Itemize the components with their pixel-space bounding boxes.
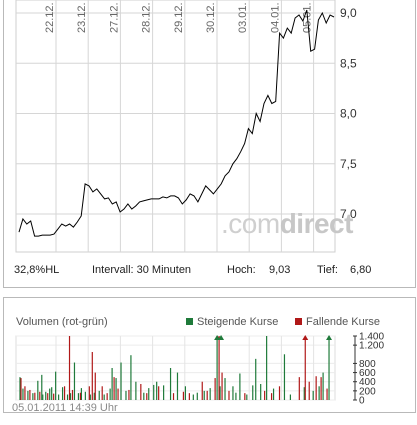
legend-falling-label: Fallende Kurse (306, 316, 380, 328)
legend-falling: Fallende Kurse (295, 316, 380, 328)
volume-ytick-label: 1.400 (359, 332, 384, 343)
footer-timestamp: 05.01.2011 14:39 Uhr (12, 402, 118, 414)
price-xtick-label: 22.12. (44, 2, 56, 33)
interval-label: Intervall: 30 Minuten (92, 264, 192, 276)
price-xtick-label: 27.12. (108, 2, 120, 33)
volume-overflow-marker (302, 335, 309, 340)
price-xtick-label: 04.01. (269, 2, 281, 33)
volume-ytick-label: 600 (359, 368, 376, 379)
volume-ytick-label: 200 (359, 386, 376, 397)
price-xtick-label: 29.12. (173, 2, 185, 33)
price-xtick-label: 23.12. (76, 2, 88, 33)
volume-ytick-label: 400 (359, 377, 376, 388)
price-ytick-label: 8,0 (340, 107, 357, 121)
legend-rising-label: Steigende Kurse (197, 316, 279, 328)
price-ytick-label: 9,0 (340, 6, 357, 20)
range-percent: 32,8%HL (14, 264, 60, 276)
volume-title: Volumen (rot-grün) (16, 316, 108, 328)
price-series-line (18, 9, 335, 237)
volume-ytick-label: 1.200 (359, 341, 384, 352)
volume-ytick-label: 0 (359, 396, 365, 407)
legend-rising: Steigende Kurse (186, 316, 278, 328)
volume-ytick-label: 800 (359, 359, 376, 370)
low-label: Tief: (317, 264, 338, 276)
price-chart-panel: 9,0 8,5 8,0 7,5 7,0 22.12. 23.12. 27.12. 28.12. 2… (3, 0, 416, 288)
volume-overflow-marker (214, 335, 221, 340)
volume-overflow-marker (326, 335, 333, 340)
volume-overflow-marker (218, 335, 225, 340)
low-value: 6,80 (350, 264, 372, 276)
high-label: Hoch: (227, 264, 256, 276)
volume-chart-panel: 1.400 1.200 800 600 400 200 0 Volumen (rot-grü… (3, 297, 416, 413)
legend-rising-swatch (186, 318, 193, 325)
watermark-part-2: direct (279, 208, 354, 239)
price-ytick-label: 8,5 (340, 56, 357, 70)
price-xtick-label: 03.01. (237, 2, 249, 33)
high-value: 9,03 (269, 264, 291, 276)
price-xtick-label: 28.12. (141, 2, 153, 33)
price-chart: 9,0 8,5 8,0 7,5 7,0 22.12. 23.12. 27.12. 28.12. 2… (15, 0, 357, 253)
watermark-part-1: .com (221, 208, 280, 239)
price-plot-area (15, 0, 336, 253)
price-ytick-label: 7,5 (340, 157, 357, 171)
price-xtick-label: 30.12. (205, 2, 217, 33)
price-ytick-label: 7,0 (340, 207, 357, 221)
comdirect-watermark: .comdirect (221, 208, 353, 240)
legend-falling-swatch (295, 318, 302, 325)
